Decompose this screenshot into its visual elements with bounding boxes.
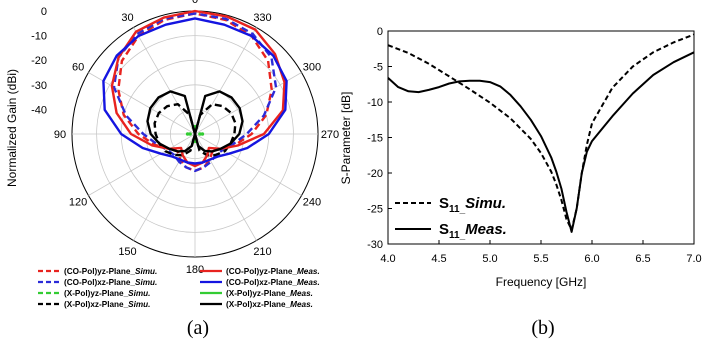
line-legend: S11_Simu.S11_Meas. bbox=[395, 195, 507, 241]
x-tick-label: 6.0 bbox=[584, 253, 599, 265]
polar-legend-label: (CO-Pol)yz-Plane_Meas. bbox=[226, 267, 320, 276]
polar-spoke bbox=[133, 27, 196, 135]
legend-label-main: (CO-Pol)yz-Plane_ bbox=[226, 267, 297, 276]
caption-a: (a) bbox=[187, 317, 209, 339]
legend-label-main: (CO-Pol)xz-Plane_ bbox=[64, 278, 135, 287]
polar-angle-label: 300 bbox=[303, 62, 321, 74]
line-y-axis-label: S-Parameter [dB] bbox=[339, 92, 353, 185]
line-axis-ticks: 4.0 4.5 5.0 5.5 6.0 6.5 7.0 0 -5 -10 -15 -20 -25 -30 bbox=[367, 26, 702, 265]
polar-angle-labels: 0 30 60 90 120 150 180 210 240 270 300 330 bbox=[54, 0, 339, 276]
x-tick-label: 4.5 bbox=[431, 253, 446, 265]
legend-label-italic: Simu. bbox=[128, 289, 150, 298]
polar-spoke bbox=[194, 133, 302, 196]
polar-spoke bbox=[194, 27, 257, 135]
polar-chart: 0 30 60 90 120 150 180 210 240 270 300 330 0 -10 -20 -… bbox=[5, 0, 339, 276]
polar-angle-label: 240 bbox=[303, 197, 321, 209]
y-tick-label: -15 bbox=[367, 133, 383, 145]
polar-legend-label: (X-Pol)xz-Plane_Meas. bbox=[226, 300, 313, 309]
polar-legend-label: (X-Pol)yz-Plane_Meas. bbox=[226, 289, 313, 298]
s-parameter-chart: 4.0 4.5 5.0 5.5 6.0 6.5 7.00-5-10-15-20-25-30 … bbox=[339, 26, 702, 289]
line-x-axis-label: Frequency [GHz] bbox=[496, 275, 587, 289]
polar-spoke bbox=[88, 133, 196, 196]
line-legend-label: S11_Simu. bbox=[439, 195, 506, 215]
polar-angle-label: 270 bbox=[321, 129, 339, 141]
y-tick-label: -25 bbox=[367, 204, 383, 216]
line-series-path bbox=[387, 51, 695, 233]
legend-label-main: (X-Pol)yz-Plane_ bbox=[64, 289, 129, 298]
legend-label-italic: Meas. bbox=[290, 300, 313, 309]
legend-label-main: (X-Pol)xz-Plane_ bbox=[64, 300, 129, 309]
line-series-path bbox=[387, 33, 695, 231]
polar-angle-label: 120 bbox=[69, 197, 87, 209]
polar-angle-label: 180 bbox=[186, 264, 204, 276]
y-tick-label: -20 bbox=[367, 168, 383, 180]
legend-label-main: (CO-Pol)xz-Plane_ bbox=[226, 278, 297, 287]
legend-s: S bbox=[439, 221, 449, 238]
legend-label-italic: Simu. bbox=[135, 267, 157, 276]
polar-series-point bbox=[185, 132, 190, 136]
polar-spoke bbox=[88, 72, 196, 135]
polar-series-line bbox=[102, 17, 288, 165]
polar-radial-labels: 0 -10 -20 -30 -40 bbox=[31, 6, 47, 116]
y-tick-label: -30 bbox=[367, 239, 383, 251]
legend-label-main: (X-Pol)xz-Plane_ bbox=[226, 300, 291, 309]
polar-legend-label: (X-Pol)yz-Plane_Simu. bbox=[64, 289, 150, 298]
legend-italic: Simu. bbox=[465, 195, 506, 212]
polar-legend-label: (CO-Pol)yz-Plane_Simu. bbox=[64, 267, 157, 276]
polar-series-line bbox=[110, 9, 286, 168]
legend-label-italic: Simu. bbox=[128, 300, 150, 309]
polar-series-line bbox=[112, 12, 278, 173]
polar-legend-label: (X-Pol)xz-Plane_Simu. bbox=[64, 300, 150, 309]
legend-label-italic: Meas. bbox=[297, 267, 320, 276]
polar-series bbox=[102, 9, 288, 173]
caption-b: (b) bbox=[531, 317, 554, 339]
legend-subscript: 11_ bbox=[449, 230, 466, 241]
polar-series-line bbox=[146, 90, 244, 153]
polar-radial-tick-label: -40 bbox=[31, 104, 47, 116]
polar-legend-label: (CO-Pol)xz-Plane_Meas. bbox=[226, 278, 320, 287]
polar-series-line bbox=[117, 12, 273, 173]
polar-angle-label: 0 bbox=[192, 0, 198, 6]
polar-legend: (CO-Pol)yz-Plane_Simu.(CO-Pol)xz-Plane_S… bbox=[38, 267, 320, 309]
polar-y-axis-label: Normalized Gain (dBi) bbox=[5, 69, 19, 187]
polar-angle-label: 90 bbox=[54, 129, 66, 141]
x-tick-label: 4.0 bbox=[380, 253, 395, 265]
x-tick-label: 7.0 bbox=[686, 253, 701, 265]
y-tick-label: -5 bbox=[373, 62, 383, 74]
legend-label-italic: Meas. bbox=[290, 289, 313, 298]
legend-subscript: 11_ bbox=[449, 204, 466, 215]
x-tick-label: 6.5 bbox=[635, 253, 650, 265]
polar-angle-label: 60 bbox=[72, 62, 84, 74]
y-tick-label: -10 bbox=[367, 97, 383, 109]
polar-series-point bbox=[188, 132, 192, 136]
line-series bbox=[387, 33, 695, 233]
polar-series-point bbox=[198, 132, 202, 136]
polar-radial-tick-label: -20 bbox=[31, 55, 47, 67]
line-legend-label: S11_Meas. bbox=[439, 221, 507, 241]
polar-angle-label: 330 bbox=[253, 12, 271, 24]
polar-angle-label: 210 bbox=[253, 246, 271, 258]
legend-label-main: (X-Pol)yz-Plane_ bbox=[226, 289, 291, 298]
legend-label-italic: Simu. bbox=[135, 278, 157, 287]
polar-radial-tick-label: -30 bbox=[31, 80, 47, 92]
legend-italic: Meas. bbox=[465, 221, 507, 238]
legend-label-main: (CO-Pol)yz-Plane_ bbox=[64, 267, 135, 276]
x-tick-label: 5.0 bbox=[482, 253, 497, 265]
legend-s: S bbox=[439, 195, 449, 212]
polar-legend-label: (CO-Pol)xz-Plane_Simu. bbox=[64, 278, 157, 287]
polar-angle-label: 30 bbox=[121, 12, 133, 24]
polar-series-point bbox=[200, 132, 205, 136]
legend-label-italic: Meas. bbox=[297, 278, 320, 287]
polar-radial-tick-label: -10 bbox=[31, 31, 47, 43]
x-tick-label: 5.5 bbox=[533, 253, 548, 265]
polar-angle-label: 150 bbox=[118, 246, 136, 258]
polar-radial-tick-label: 0 bbox=[41, 6, 47, 18]
y-tick-label: 0 bbox=[377, 26, 383, 38]
